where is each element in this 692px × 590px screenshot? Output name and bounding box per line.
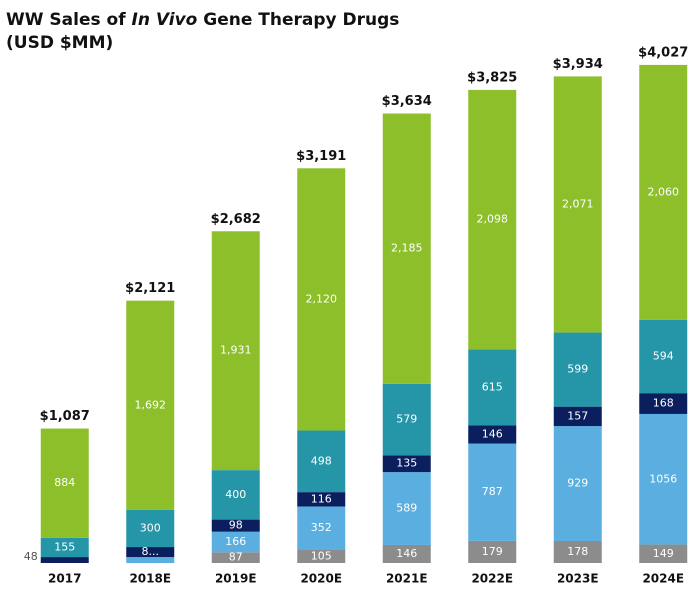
bar-segment bbox=[468, 443, 517, 541]
chart-title: WW Sales of In Vivo Gene Therapy Drugs bbox=[6, 10, 399, 30]
bar-segment bbox=[639, 64, 688, 320]
data-label: 1056 bbox=[649, 472, 677, 485]
title-part: WW Sales of bbox=[6, 10, 132, 30]
data-label: 135 bbox=[396, 457, 417, 470]
bar-segment bbox=[468, 540, 517, 563]
data-label: 884 bbox=[54, 476, 75, 489]
data-label: 300 bbox=[140, 521, 161, 534]
data-label: 149 bbox=[653, 547, 674, 560]
bar-segment bbox=[126, 547, 175, 558]
bar-segment bbox=[382, 455, 431, 473]
data-label: 498 bbox=[311, 454, 332, 467]
data-label: 168 bbox=[653, 397, 674, 410]
bar-segment bbox=[126, 300, 175, 510]
data-label: 2,185 bbox=[391, 242, 423, 255]
bar-segment bbox=[211, 231, 260, 471]
data-label: 166 bbox=[225, 535, 246, 548]
bar-segment bbox=[126, 557, 175, 563]
bar-segment bbox=[40, 428, 89, 538]
data-label: 1,931 bbox=[220, 344, 252, 357]
total-label: $3,825 bbox=[467, 70, 517, 85]
x-tick-label: 2021E bbox=[386, 572, 428, 586]
bar-segment bbox=[40, 557, 89, 563]
x-tick-label: 2020E bbox=[300, 572, 342, 586]
bar-segment bbox=[297, 506, 346, 551]
data-label: 400 bbox=[225, 488, 246, 501]
data-label: 178 bbox=[567, 545, 588, 558]
data-label: 929 bbox=[567, 477, 588, 490]
x-tick-label: 2023E bbox=[557, 572, 599, 586]
total-label: $3,634 bbox=[382, 94, 432, 109]
bar-segment bbox=[639, 319, 688, 394]
data-label: 116 bbox=[311, 492, 332, 505]
total-label: $4,027 bbox=[638, 45, 688, 60]
bar-segment bbox=[126, 509, 175, 548]
bar-segment bbox=[553, 426, 602, 541]
data-label: 2,071 bbox=[562, 197, 594, 210]
chart-subtitle: (USD $MM) bbox=[6, 33, 113, 53]
bar-segment bbox=[382, 544, 431, 563]
data-label: 2,120 bbox=[306, 292, 338, 305]
bar-segment bbox=[211, 552, 260, 563]
bar-segment bbox=[382, 472, 431, 545]
data-label: 98 bbox=[229, 519, 243, 532]
bar-segment bbox=[553, 76, 602, 333]
bar-segment bbox=[553, 332, 602, 407]
bar-segment bbox=[639, 413, 688, 545]
bar-segment bbox=[40, 537, 89, 558]
bar-segment bbox=[468, 425, 517, 444]
bar-segment bbox=[468, 349, 517, 426]
data-label: 8... bbox=[142, 545, 160, 558]
bar-segment bbox=[639, 544, 688, 563]
data-label: 599 bbox=[567, 363, 588, 376]
data-label: 615 bbox=[482, 380, 503, 393]
data-label: 579 bbox=[396, 413, 417, 426]
total-label: $2,682 bbox=[211, 212, 261, 227]
data-label: 179 bbox=[482, 545, 503, 558]
data-label: 2,098 bbox=[477, 213, 509, 226]
data-label: 594 bbox=[653, 349, 674, 362]
data-label: 157 bbox=[567, 409, 588, 422]
x-tick-label: 2022E bbox=[471, 572, 513, 586]
total-label: $3,934 bbox=[553, 57, 603, 72]
data-label: 352 bbox=[311, 521, 332, 534]
title-part: In Vivo bbox=[132, 10, 198, 30]
data-label: 146 bbox=[482, 427, 503, 440]
bar-segment bbox=[297, 168, 346, 431]
data-label: 48 bbox=[24, 550, 38, 563]
bar-segment bbox=[211, 531, 260, 553]
x-tick-label: 2019E bbox=[215, 572, 257, 586]
title-part: Gene Therapy Drugs bbox=[197, 10, 399, 30]
data-label: 155 bbox=[54, 540, 75, 553]
bar-segment bbox=[468, 89, 517, 350]
data-label: 1,692 bbox=[135, 398, 167, 411]
data-label: 146 bbox=[396, 547, 417, 560]
data-label: 87 bbox=[229, 551, 243, 564]
x-tick-label: 2024E bbox=[642, 572, 684, 586]
bar-segment bbox=[211, 519, 260, 532]
total-label: $2,121 bbox=[125, 281, 175, 296]
bar-segment bbox=[382, 383, 431, 456]
x-tick-label: 2017 bbox=[48, 572, 81, 586]
data-label: 589 bbox=[396, 502, 417, 515]
bar-segment bbox=[297, 492, 346, 507]
bar-segment bbox=[297, 550, 346, 563]
bar-segment bbox=[553, 540, 602, 563]
total-label: $1,087 bbox=[40, 409, 90, 424]
bar-segment bbox=[639, 393, 688, 414]
data-label: 105 bbox=[311, 550, 332, 563]
bar-segment bbox=[553, 406, 602, 427]
total-label: $3,191 bbox=[296, 149, 346, 164]
data-label: 2,060 bbox=[648, 185, 680, 198]
bar-segment bbox=[382, 113, 431, 384]
data-label: 787 bbox=[482, 485, 503, 498]
x-tick-label: 2018E bbox=[129, 572, 171, 586]
bar-segment bbox=[297, 430, 346, 493]
bar-segment bbox=[211, 470, 260, 520]
